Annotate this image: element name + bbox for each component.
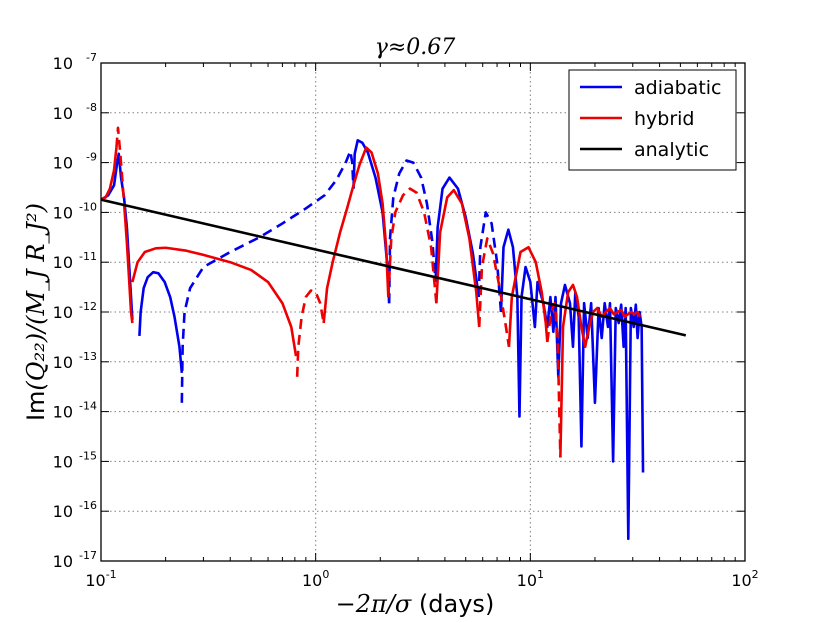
x-tick-exponent: 0 bbox=[322, 568, 329, 581]
y-tick-exponent: -14 bbox=[79, 400, 97, 413]
x-tick-base: 10 bbox=[302, 571, 322, 590]
series-line-hybrid-positive bbox=[435, 188, 481, 328]
y-tick-label: 10 -15 bbox=[53, 449, 97, 471]
series-line-hybrid-positive bbox=[101, 147, 118, 201]
y-tick-base: 10 bbox=[53, 403, 73, 422]
y-tick-exponent: -13 bbox=[79, 350, 97, 363]
y-tick-base: 10 bbox=[53, 353, 73, 372]
series-line-adiabatic-negative bbox=[387, 159, 437, 304]
y-tick-label: 10 -10 bbox=[53, 200, 97, 222]
series-line-hybrid-negative bbox=[295, 289, 325, 377]
x-tick-label: 100 bbox=[302, 568, 329, 590]
series-line-hybrid-negative bbox=[115, 126, 127, 213]
series-layer bbox=[101, 126, 687, 541]
y-tick-base: 10 bbox=[53, 203, 73, 222]
legend-label-adiabatic: adiabatic bbox=[634, 77, 722, 99]
x-axis-label-math: −2π/σ bbox=[336, 590, 412, 618]
y-axis-label: Im(Q₂₂)/(M_J R_J²) bbox=[22, 203, 50, 421]
y-tick-base: 10 bbox=[53, 502, 73, 521]
legend: adiabatic hybrid analytic bbox=[568, 69, 737, 171]
chart-title: γ≈0.67 bbox=[375, 35, 456, 60]
y-tick-label: 10 -14 bbox=[53, 400, 97, 422]
series-line-hybrid-negative bbox=[477, 237, 511, 348]
legend-label-analytic: analytic bbox=[634, 139, 709, 161]
x-axis-label: −2π/σ (days) bbox=[336, 590, 495, 618]
y-tick-exponent: -17 bbox=[79, 549, 97, 562]
y-tick-base: 10 bbox=[53, 54, 73, 73]
series-analytic bbox=[101, 198, 687, 337]
y-tick-exponent: -8 bbox=[86, 101, 97, 114]
x-tick-base: 10 bbox=[517, 571, 537, 590]
y-tick-exponent: -12 bbox=[79, 300, 97, 313]
series-line-adiabatic-positive bbox=[138, 270, 184, 373]
y-tick-exponent: -10 bbox=[79, 200, 97, 213]
y-tick-label: 10 -7 bbox=[53, 51, 97, 73]
series-line-hybrid-positive bbox=[322, 146, 390, 324]
x-tick-label: 10-1 bbox=[85, 568, 116, 590]
series-line-hybrid-positive bbox=[559, 283, 642, 458]
x-tick-exponent: -1 bbox=[106, 568, 117, 581]
x-tick-exponent: 2 bbox=[752, 568, 759, 581]
y-tick-exponent: -16 bbox=[79, 499, 97, 512]
y-tick-base: 10 bbox=[53, 452, 73, 471]
y-tick-labels: 10 -17 10 -16 10 -15 10 -14 10 -13 10 -12 10 -11 10 -10… bbox=[53, 51, 97, 571]
x-tick-labels: 10-1 100 101 102 bbox=[85, 568, 758, 590]
y-tick-label: 10 -17 bbox=[53, 549, 97, 571]
y-tick-label: 10 -16 bbox=[53, 499, 97, 521]
y-tick-base: 10 bbox=[53, 253, 73, 272]
x-tick-base: 10 bbox=[731, 571, 751, 590]
x-tick-base: 10 bbox=[85, 571, 105, 590]
ticks bbox=[100, 62, 746, 562]
series-line-adiabatic-negative bbox=[180, 149, 355, 403]
y-tick-label: 10 -13 bbox=[53, 350, 97, 372]
y-tick-label: 10 -12 bbox=[53, 300, 97, 322]
x-tick-label: 101 bbox=[517, 568, 544, 590]
y-tick-label: 10 -11 bbox=[53, 250, 97, 272]
series-line-adiabatic-positive bbox=[499, 228, 645, 541]
series-line-hybrid-positive bbox=[123, 212, 134, 324]
y-tick-exponent: -11 bbox=[79, 250, 97, 263]
y-axis-label-text: Im bbox=[22, 391, 50, 421]
series-line-hybrid-positive bbox=[131, 246, 298, 357]
x-axis-label-text: (days) bbox=[411, 590, 494, 618]
y-tick-base: 10 bbox=[53, 154, 73, 173]
y-tick-label: 10 -9 bbox=[53, 151, 97, 173]
x-tick-exponent: 1 bbox=[537, 568, 544, 581]
series-line-hybrid-positive bbox=[507, 245, 549, 347]
y-tick-exponent: -7 bbox=[86, 51, 97, 64]
y-axis-label-math: (Q₂₂)/(M_J R_J²) bbox=[22, 203, 50, 391]
y-tick-label: 10 -8 bbox=[53, 101, 97, 123]
legend-label-hybrid: hybrid bbox=[634, 108, 695, 130]
series-line-hybrid-negative bbox=[387, 187, 438, 304]
series-hybrid bbox=[101, 126, 642, 458]
y-tick-exponent: -15 bbox=[79, 449, 97, 462]
series-line-hybrid-negative bbox=[546, 301, 562, 458]
y-tick-exponent: -9 bbox=[86, 151, 97, 164]
series-line-analytic-positive bbox=[101, 198, 687, 337]
y-tick-base: 10 bbox=[53, 303, 73, 322]
y-tick-base: 10 bbox=[53, 552, 73, 571]
series-line-adiabatic-negative bbox=[477, 211, 503, 313]
y-tick-base: 10 bbox=[53, 104, 73, 123]
x-tick-label: 102 bbox=[731, 568, 758, 590]
